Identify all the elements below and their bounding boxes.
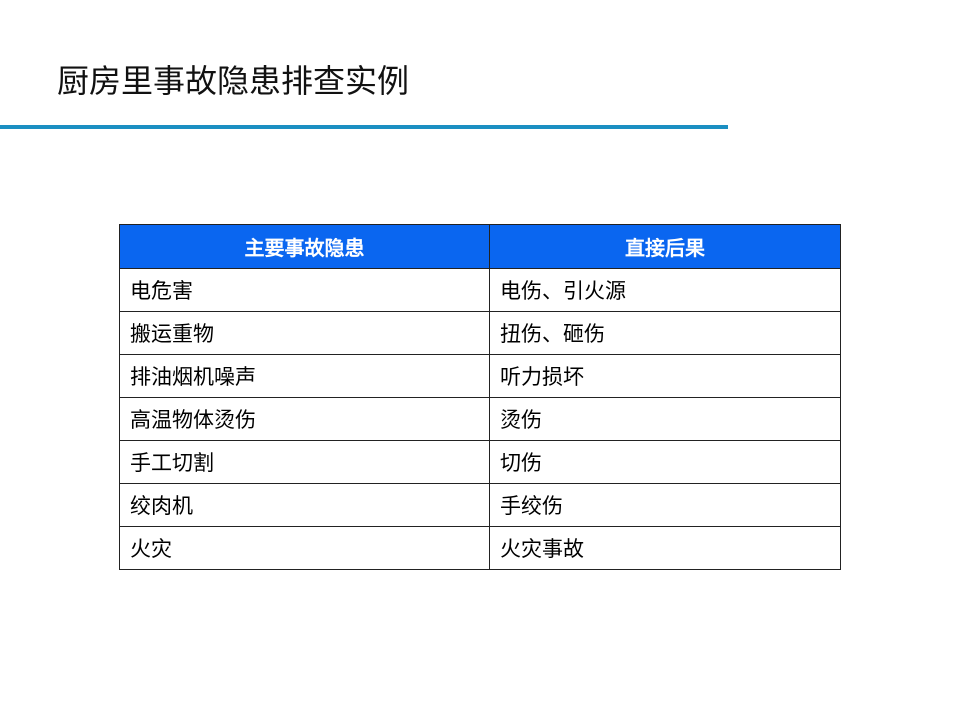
hazard-cell: 搬运重物 [119,311,490,355]
consequence-cell: 听力损坏 [489,354,841,398]
table-row: 电危害 电伤、引火源 [119,268,841,312]
hazard-cell: 排油烟机噪声 [119,354,490,398]
consequence-cell: 切伤 [489,440,841,484]
table-row: 火灾 火灾事故 [119,526,841,570]
table-row: 排油烟机噪声 听力损坏 [119,354,841,398]
header-hazard: 主要事故隐患 [119,224,490,269]
consequence-cell: 手绞伤 [489,483,841,527]
hazard-table: 主要事故隐患 直接后果 电危害 电伤、引火源 搬运重物 扭伤、砸伤 排油烟机噪声 听力损坏… [119,224,841,570]
consequence-cell: 烫伤 [489,397,841,441]
hazard-cell: 绞肉机 [119,483,490,527]
page-title: 厨房里事故隐患排查实例 [57,62,410,100]
header-consequence: 直接后果 [489,224,841,269]
table-row: 绞肉机 手绞伤 [119,483,841,527]
consequence-cell: 电伤、引火源 [489,268,841,312]
hazard-cell: 手工切割 [119,440,490,484]
hazard-cell: 电危害 [119,268,490,312]
table-row: 高温物体烫伤 烫伤 [119,397,841,441]
table-row: 搬运重物 扭伤、砸伤 [119,311,841,355]
consequence-cell: 火灾事故 [489,526,841,570]
consequence-cell: 扭伤、砸伤 [489,311,841,355]
hazard-cell: 高温物体烫伤 [119,397,490,441]
table-header-row: 主要事故隐患 直接后果 [119,224,841,269]
table-row: 手工切割 切伤 [119,440,841,484]
title-divider [0,125,728,129]
hazard-cell: 火灾 [119,526,490,570]
